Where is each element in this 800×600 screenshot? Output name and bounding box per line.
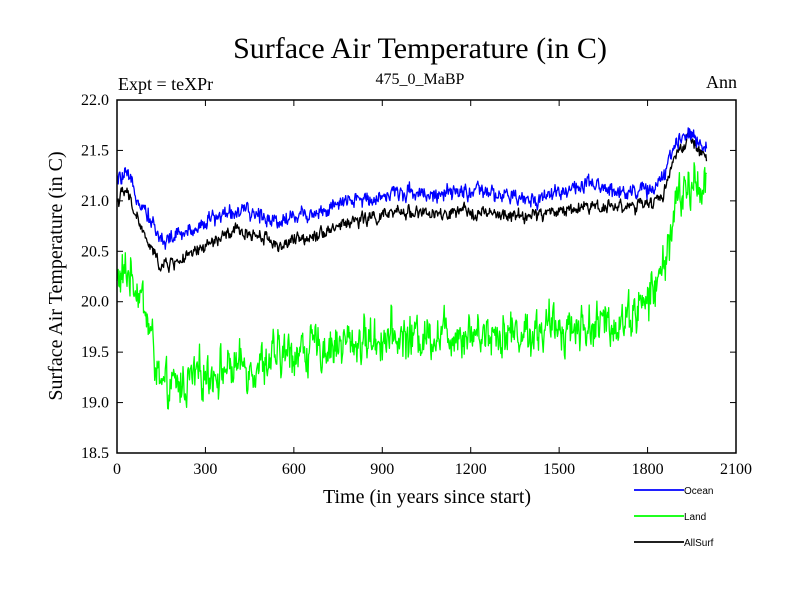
x-axis-label: Time (in years since start) xyxy=(323,486,531,508)
x-tick-label: 1200 xyxy=(455,461,487,478)
y-tick-label: 18.5 xyxy=(81,445,109,462)
y-tick-label: 21.5 xyxy=(81,142,109,159)
series-line-ocean xyxy=(116,127,708,250)
x-tick-label: 900 xyxy=(370,461,394,478)
y-axis-label: Surface Air Temperature (in C) xyxy=(45,151,67,400)
plot-frame xyxy=(116,99,737,454)
y-tick-label: 21.0 xyxy=(81,193,109,210)
x-tick-label: 0 xyxy=(113,461,121,478)
x-tick-label: 1500 xyxy=(543,461,575,478)
x-tick-label: 600 xyxy=(282,461,306,478)
legend-label-ocean: Ocean xyxy=(684,486,713,497)
series-layer xyxy=(116,127,708,410)
series-line-allsurf xyxy=(116,132,708,273)
y-axis-ticks: 18.5 19.0 19.5 20.0 20.5 21.0 21.5 22.0 xyxy=(81,92,736,462)
y-tick-label: 19.0 xyxy=(81,395,109,412)
y-tick-label: 20.0 xyxy=(81,294,109,311)
y-tick-label: 20.5 xyxy=(81,243,109,260)
experiment-label: Expt = teXPr xyxy=(118,74,213,94)
series-line-land xyxy=(116,162,708,410)
legend: Ocean Land AllSurf xyxy=(634,486,714,549)
chart-title: Surface Air Temperature (in C) xyxy=(233,32,607,65)
x-tick-label: 1800 xyxy=(632,461,664,478)
y-tick-label: 22.0 xyxy=(81,92,109,109)
x-tick-label: 2100 xyxy=(720,461,752,478)
legend-label-allsurf: AllSurf xyxy=(684,538,714,549)
x-axis-ticks: 0 300 600 900 1200 1500 1800 2100 xyxy=(113,100,752,478)
period-label: Ann xyxy=(706,72,737,92)
legend-label-land: Land xyxy=(684,512,706,523)
chart-subtitle: 475_0_MaBP xyxy=(376,71,465,88)
x-tick-label: 300 xyxy=(193,461,217,478)
y-tick-label: 19.5 xyxy=(81,344,109,361)
